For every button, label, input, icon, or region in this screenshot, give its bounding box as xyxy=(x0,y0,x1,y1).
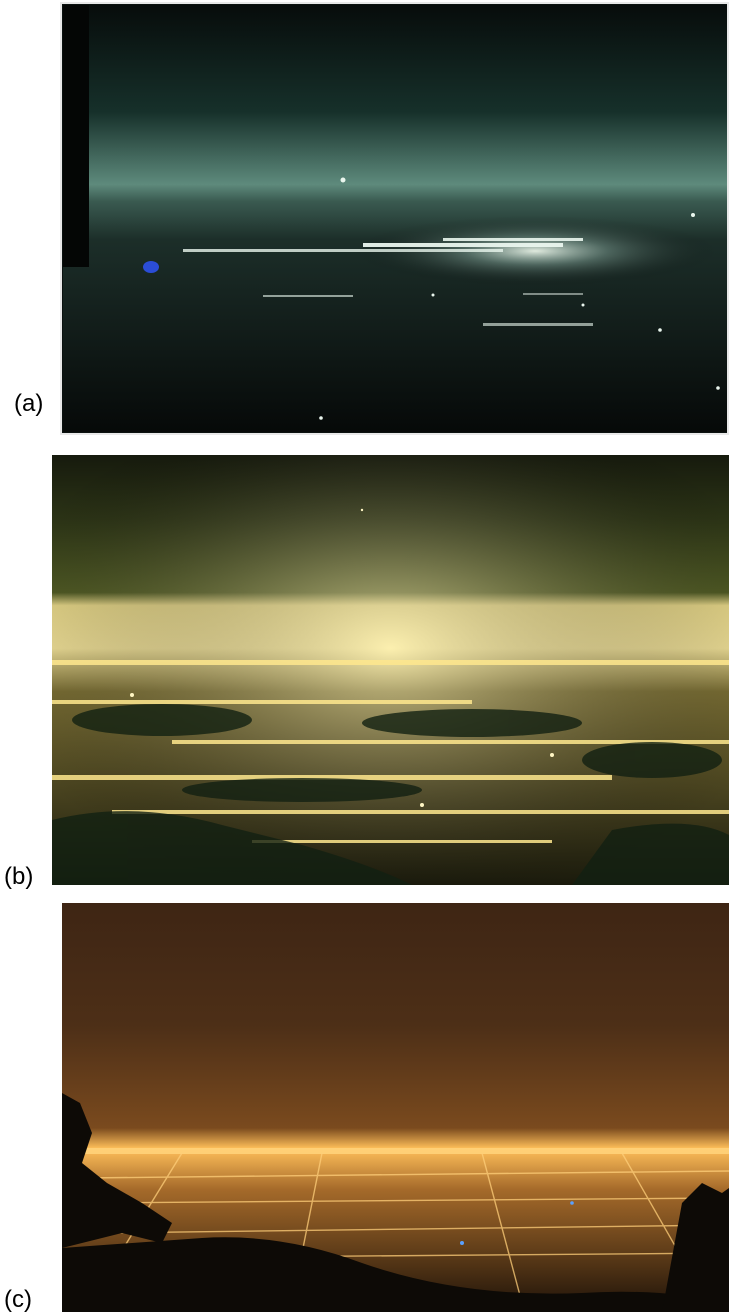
panel-label-c: (c) xyxy=(4,1286,32,1313)
night-city-photo-a xyxy=(63,5,727,432)
night-city-photo-c xyxy=(62,903,729,1312)
panel-label-b: (b) xyxy=(4,863,34,890)
panel-label-a: (a) xyxy=(14,390,44,417)
night-city-photo-b xyxy=(52,455,729,885)
